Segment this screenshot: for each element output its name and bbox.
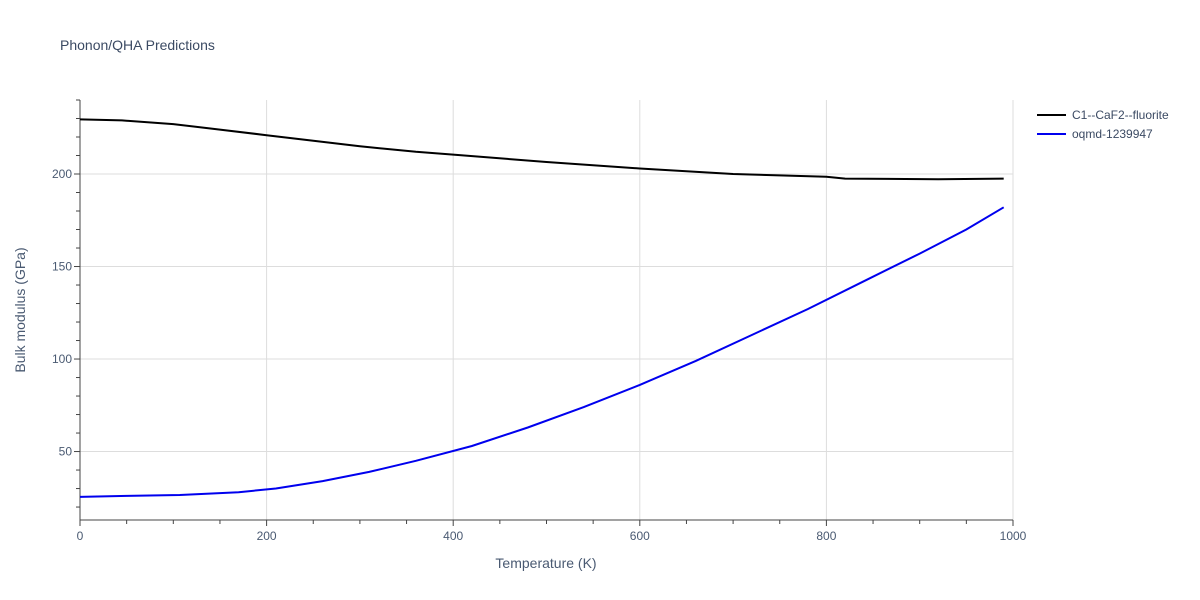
x-tick-label: 0 [77,529,84,543]
y-tick-label: 150 [52,260,72,274]
legend-label-2: oqmd-1239947 [1072,127,1153,141]
y-tick-label: 50 [59,445,73,459]
x-tick-label: 1000 [1000,529,1027,543]
series-lines [79,118,1005,498]
legend: C1--CaF2--fluorite oqmd-1239947 [1037,108,1169,141]
series-line-2 [79,206,1005,498]
x-tick-label: 200 [257,529,277,543]
x-tick-label: 600 [630,529,650,543]
chart-title: Phonon/QHA Predictions [60,37,215,53]
x-axis-title: Temperature (K) [495,555,596,571]
y-axis-title: Bulk modulus (GPa) [12,247,28,372]
series-line-1 [79,118,1004,181]
legend-label-1: C1--CaF2--fluorite [1072,108,1169,122]
y-tick-label: 200 [52,167,72,181]
x-tick-label: 800 [816,529,836,543]
grid [80,100,1014,520]
x-tick-label: 400 [443,529,463,543]
axes: 0 200 400 600 800 1000 50 100 150 200 [52,99,1027,543]
y-tick-label: 100 [52,352,72,366]
